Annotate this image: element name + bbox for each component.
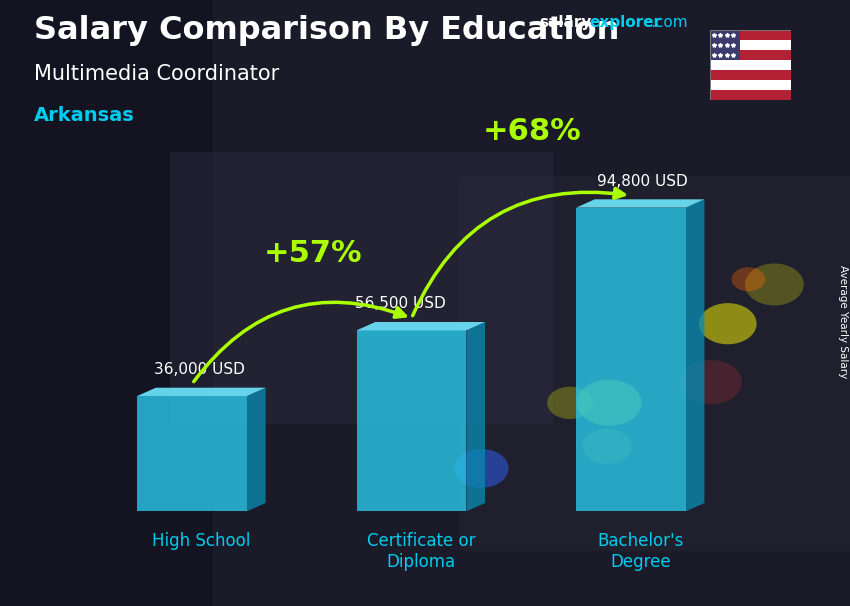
Text: Bachelor's
Degree: Bachelor's Degree <box>597 532 683 571</box>
Bar <box>0 0 212 606</box>
Text: Salary Comparison By Education: Salary Comparison By Education <box>34 15 620 46</box>
Text: 94,800 USD: 94,800 USD <box>597 174 688 188</box>
Text: 56,500 USD: 56,500 USD <box>355 296 446 311</box>
Polygon shape <box>467 322 485 511</box>
Bar <box>710 40 791 50</box>
Polygon shape <box>137 396 247 511</box>
Circle shape <box>454 449 508 488</box>
Text: +57%: +57% <box>264 239 362 268</box>
Circle shape <box>680 360 742 404</box>
Circle shape <box>745 264 804 305</box>
Text: Multimedia Coordinator: Multimedia Coordinator <box>34 64 280 84</box>
Circle shape <box>582 429 632 464</box>
Circle shape <box>547 387 592 419</box>
Polygon shape <box>576 199 705 208</box>
Text: salary: salary <box>540 15 592 30</box>
Text: .com: .com <box>650 15 688 30</box>
Circle shape <box>576 379 642 426</box>
Bar <box>710 90 791 100</box>
Polygon shape <box>686 199 705 511</box>
Polygon shape <box>137 388 265 396</box>
Bar <box>710 70 791 80</box>
Text: explorer: explorer <box>589 15 661 30</box>
Bar <box>710 30 740 60</box>
Text: +68%: +68% <box>483 117 581 146</box>
Bar <box>710 30 791 40</box>
Text: Certificate or
Diploma: Certificate or Diploma <box>366 532 475 571</box>
Circle shape <box>732 267 765 291</box>
Text: High School: High School <box>152 532 251 550</box>
Bar <box>710 50 791 60</box>
Text: Arkansas: Arkansas <box>34 106 135 125</box>
Bar <box>710 60 791 70</box>
Polygon shape <box>357 330 467 511</box>
Text: 36,000 USD: 36,000 USD <box>154 362 245 377</box>
Polygon shape <box>247 388 265 511</box>
FancyBboxPatch shape <box>459 176 850 551</box>
Text: Average Yearly Salary: Average Yearly Salary <box>838 265 848 378</box>
Polygon shape <box>357 322 485 330</box>
Polygon shape <box>576 208 686 511</box>
Bar <box>170 152 552 424</box>
Bar <box>710 80 791 90</box>
Circle shape <box>699 303 756 344</box>
